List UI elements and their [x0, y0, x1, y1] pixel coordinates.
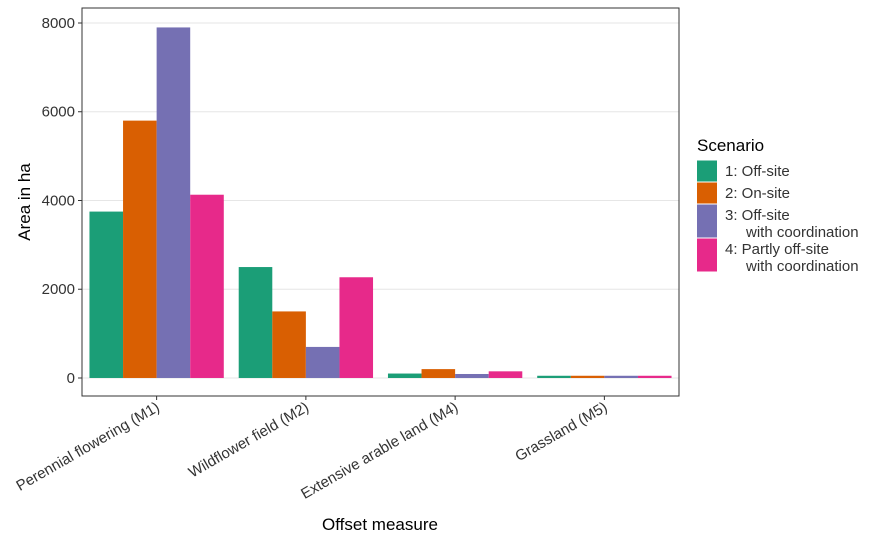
- bar: [123, 120, 157, 378]
- bar: [455, 373, 489, 378]
- bar: [570, 375, 605, 378]
- bar: [238, 267, 273, 378]
- bar: [89, 211, 124, 378]
- bar: [190, 194, 224, 378]
- plot-border: [81, 7, 680, 397]
- bar: [637, 375, 672, 378]
- legend-key: [697, 160, 717, 182]
- y-tick-label: 8000: [42, 15, 75, 32]
- legend-label: 3: Off-site with coordination: [725, 207, 859, 241]
- bar: [537, 375, 571, 378]
- bar: [156, 27, 191, 378]
- legend-key: [697, 204, 717, 238]
- bar: [604, 375, 638, 378]
- bar: [272, 311, 306, 378]
- bar: [488, 371, 523, 378]
- legend-label: 4: Partly off-site with coordination: [725, 241, 859, 275]
- y-axis-title: Area in ha: [15, 163, 34, 241]
- bar: [339, 277, 374, 378]
- legend-key: [697, 182, 717, 204]
- bar: [421, 369, 456, 378]
- y-tick-label: 4000: [42, 192, 75, 209]
- bar: [305, 346, 340, 378]
- legend-label: 2: On-site: [725, 185, 790, 202]
- y-tick-label: 0: [67, 370, 75, 387]
- bar: [387, 373, 422, 378]
- y-tick-label: 6000: [42, 104, 75, 121]
- y-tick-label: 2000: [42, 281, 75, 298]
- x-axis-title: Offset measure: [322, 515, 438, 534]
- legend-key: [697, 238, 717, 272]
- legend-title: Scenario: [697, 136, 764, 155]
- legend-label: 1: Off-site: [725, 163, 790, 180]
